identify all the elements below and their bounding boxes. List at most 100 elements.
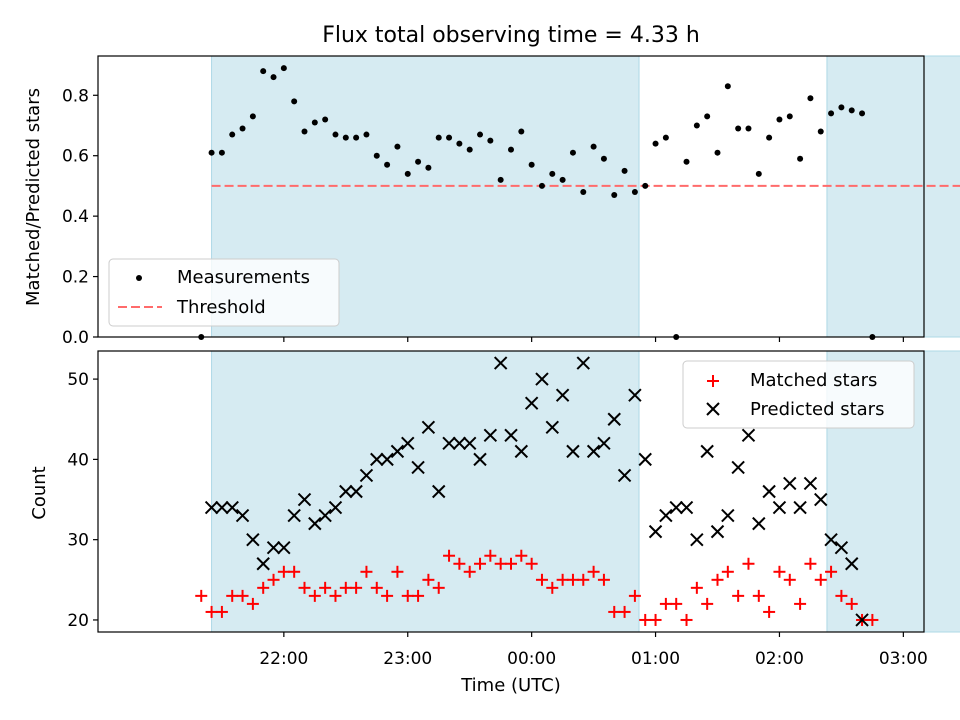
predicted-star-point xyxy=(493,356,508,370)
measurement-point xyxy=(755,170,762,177)
matched-star-point xyxy=(422,573,435,586)
measurement-point xyxy=(662,134,669,141)
matched-star-point xyxy=(288,565,301,578)
matched-star-point xyxy=(308,589,321,602)
matched-star-point xyxy=(360,565,373,578)
measurement-point xyxy=(260,68,267,75)
measurement-point xyxy=(280,65,287,72)
predicted-star-point xyxy=(772,500,787,515)
matched-star-point xyxy=(814,573,827,586)
predicted-star-point xyxy=(287,508,301,523)
predicted-star-point xyxy=(555,388,570,402)
bottom-y-tick-label: 50 xyxy=(67,370,89,390)
predicted-star-point xyxy=(514,444,529,459)
measurement-point xyxy=(838,104,845,111)
matched-star-point xyxy=(566,573,579,586)
matched-star-point xyxy=(535,573,548,586)
matched-star-point xyxy=(401,589,414,602)
measurement-point xyxy=(724,83,731,90)
predicted-star-point xyxy=(669,500,683,515)
matched-star-point xyxy=(752,589,765,602)
predicted-star-point xyxy=(277,540,291,555)
matched-star-point xyxy=(577,573,590,586)
top-y-ticks: 0.0 0.2 0.4 0.6 0.8 xyxy=(62,86,98,348)
measurement-point xyxy=(693,122,700,129)
measurement-point xyxy=(580,188,587,195)
matched-star-point xyxy=(701,597,714,610)
matched-star-point xyxy=(546,581,559,594)
measurement-point xyxy=(342,134,349,141)
predicted-star-point xyxy=(721,508,735,523)
legend-matched-marker xyxy=(707,375,719,387)
top-shaded-span-2 xyxy=(826,55,960,338)
measurement-point xyxy=(704,113,711,120)
predicted-star-point xyxy=(215,500,229,515)
matched-star-point xyxy=(443,549,456,562)
measurement-point xyxy=(497,176,504,183)
measurement-point xyxy=(797,155,804,162)
matched-star-point xyxy=(597,573,610,586)
chart-title: Flux total observing time = 4.33 h xyxy=(322,23,700,48)
predicted-star-point xyxy=(225,500,239,515)
matched-star-point xyxy=(339,581,352,594)
matched-star-point xyxy=(298,581,311,594)
predicted-star-point xyxy=(339,484,353,499)
predicted-star-point xyxy=(679,500,694,515)
matched-star-point xyxy=(381,589,394,602)
bottom-y-tick-label: 40 xyxy=(67,450,89,470)
matched-star-point xyxy=(463,565,476,578)
predicted-star-point xyxy=(483,428,498,443)
measurement-point xyxy=(301,128,308,135)
matched-star-point xyxy=(453,557,466,570)
legend-predicted-marker xyxy=(706,402,720,416)
matched-star-point xyxy=(505,557,517,570)
top-panel: 0.00.20.40.60.8 Matched/Predicted stars … xyxy=(23,55,960,348)
matched-star-point xyxy=(639,613,652,626)
predicted-star-point xyxy=(452,436,467,451)
predicted-star-point xyxy=(504,428,518,443)
matched-star-point xyxy=(515,549,528,562)
measurement-point xyxy=(611,191,618,198)
predicted-star-point xyxy=(421,420,436,434)
predicted-star-point xyxy=(462,436,477,451)
matched-star-point xyxy=(608,605,621,618)
measurement-point xyxy=(466,146,473,153)
measurements-series xyxy=(198,65,876,340)
measurement-point xyxy=(848,107,855,114)
x-tick-label: 03:00 xyxy=(879,649,928,669)
matched-star-point xyxy=(732,589,745,602)
measurement-point xyxy=(776,116,783,123)
predicted-star-point xyxy=(318,508,332,523)
matched-star-point xyxy=(835,589,848,602)
x-axis-label: Time (UTC) xyxy=(460,675,561,696)
predicted-star-point xyxy=(648,524,663,539)
measurement-point xyxy=(528,161,535,168)
measurement-point xyxy=(735,125,742,132)
top-y-tick-label: 0.4 xyxy=(62,207,89,227)
matched-star-point xyxy=(412,589,425,602)
predicted-star-point xyxy=(741,428,756,443)
predicted-star-point xyxy=(204,500,219,515)
matched-star-point xyxy=(205,605,218,618)
matched-star-point xyxy=(257,581,270,594)
measurement-point xyxy=(353,134,360,141)
matched-star-point xyxy=(794,597,807,610)
matched-star-point xyxy=(319,581,332,594)
bottom-y-tick-label: 30 xyxy=(67,531,89,551)
predicted-star-point xyxy=(607,412,621,426)
x-tick-label: 00:00 xyxy=(507,649,556,669)
measurement-point xyxy=(631,188,638,195)
measurement-point xyxy=(322,116,329,123)
predicted-star-point xyxy=(617,468,632,483)
matched-star-point xyxy=(804,557,817,570)
predicted-star-point xyxy=(401,436,415,451)
matched-star-point xyxy=(525,557,538,570)
matched-star-point xyxy=(246,597,259,610)
measurement-point xyxy=(311,119,318,126)
matched-star-point xyxy=(711,573,724,586)
top-legend: Measurements Threshold xyxy=(108,258,340,327)
legend-matched-label: Matched stars xyxy=(750,370,877,391)
predicted-star-point xyxy=(845,557,859,571)
